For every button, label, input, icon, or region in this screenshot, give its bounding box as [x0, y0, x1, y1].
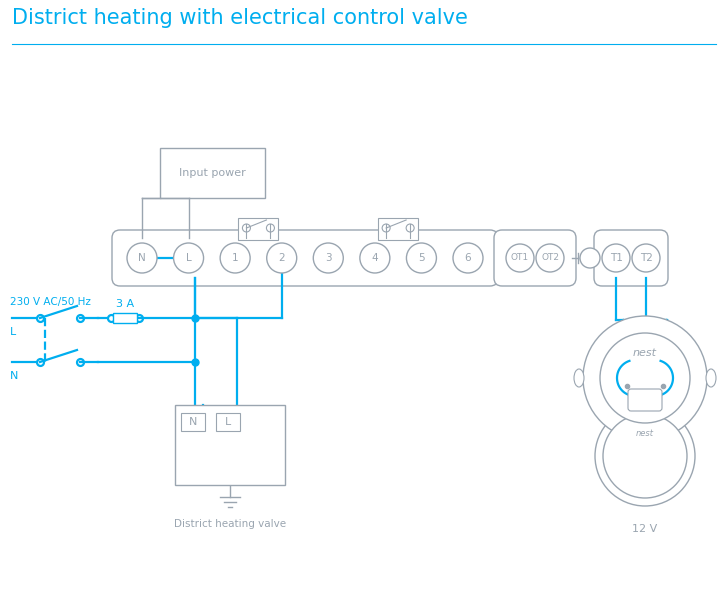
Circle shape: [453, 243, 483, 273]
Bar: [378, 218, 418, 240]
Circle shape: [382, 224, 390, 232]
Text: District heating valve: District heating valve: [174, 519, 286, 529]
Bar: [181, 413, 205, 431]
Text: 2: 2: [278, 253, 285, 263]
Text: 6: 6: [464, 253, 471, 263]
Circle shape: [602, 244, 630, 272]
FancyBboxPatch shape: [112, 230, 498, 286]
Text: L: L: [10, 327, 16, 337]
Text: Input power: Input power: [179, 168, 246, 178]
Text: OT1: OT1: [511, 254, 529, 263]
Text: 1: 1: [232, 253, 239, 263]
Bar: [175, 405, 285, 485]
Text: N: N: [189, 417, 197, 427]
Circle shape: [600, 333, 690, 423]
Bar: [160, 148, 265, 198]
Text: 12 V: 12 V: [633, 524, 657, 534]
Circle shape: [242, 224, 250, 232]
Bar: [113, 313, 137, 323]
Circle shape: [536, 244, 564, 272]
Circle shape: [406, 243, 436, 273]
Circle shape: [266, 243, 297, 273]
Ellipse shape: [706, 369, 716, 387]
Circle shape: [360, 243, 390, 273]
Circle shape: [173, 243, 204, 273]
Text: N: N: [10, 371, 18, 381]
Text: L: L: [225, 417, 231, 427]
Text: 3: 3: [325, 253, 331, 263]
Text: T2: T2: [640, 253, 652, 263]
Text: 3 A: 3 A: [116, 299, 134, 309]
Text: nest: nest: [633, 348, 657, 358]
Text: nest: nest: [636, 429, 654, 438]
Circle shape: [632, 244, 660, 272]
Text: L: L: [186, 253, 191, 263]
Ellipse shape: [574, 369, 584, 387]
Text: District heating with electrical control valve: District heating with electrical control…: [12, 8, 468, 28]
Text: OT2: OT2: [541, 254, 559, 263]
Circle shape: [406, 224, 414, 232]
Text: T1: T1: [609, 253, 622, 263]
Circle shape: [583, 316, 707, 440]
FancyBboxPatch shape: [628, 389, 662, 411]
Bar: [239, 218, 278, 240]
Text: 4: 4: [371, 253, 378, 263]
Text: 5: 5: [418, 253, 424, 263]
Circle shape: [595, 406, 695, 506]
Text: 230 V AC/50 Hz: 230 V AC/50 Hz: [10, 297, 91, 307]
FancyBboxPatch shape: [494, 230, 576, 286]
Circle shape: [313, 243, 344, 273]
FancyBboxPatch shape: [594, 230, 668, 286]
Circle shape: [127, 243, 157, 273]
Circle shape: [266, 224, 274, 232]
Bar: [216, 413, 240, 431]
Text: N: N: [138, 253, 146, 263]
Circle shape: [506, 244, 534, 272]
Circle shape: [603, 414, 687, 498]
Circle shape: [220, 243, 250, 273]
Circle shape: [580, 248, 600, 268]
